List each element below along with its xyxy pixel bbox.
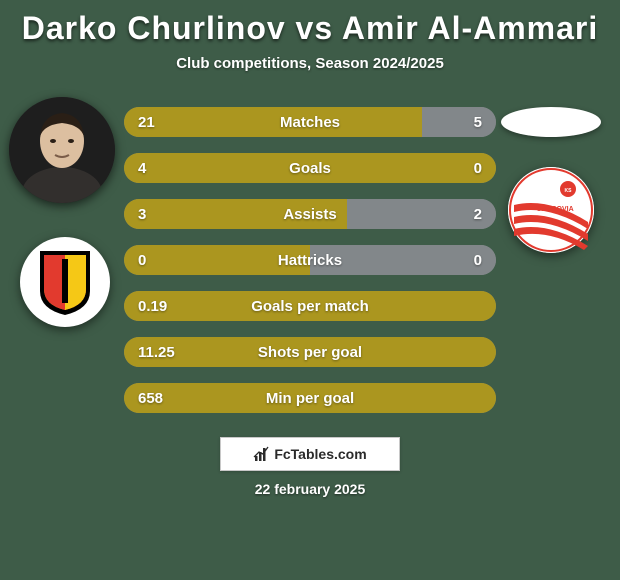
club-right-badge: KS CRACOVIA [508,167,594,253]
comparison-container: Darko Churlinov vs Amir Al-Ammari Club c… [0,0,620,580]
stat-label: Min per goal [124,390,496,407]
left-column [14,107,124,413]
player-left-avatar [9,97,115,203]
stat-row: 32Assists [124,199,496,229]
brand-box[interactable]: FcTables.com [220,437,400,471]
stat-row: 11.25Shots per goal [124,337,496,367]
club-left-badge [20,237,110,327]
stat-row: 00Hattricks [124,245,496,275]
stat-bars: 215Matches 40Goals 32Assists 00Hattricks 0.1… [124,107,496,413]
chart-icon [253,446,269,462]
stat-label: Hattricks [124,252,496,269]
stat-row: 0.19Goals per match [124,291,496,321]
stat-label: Goals [124,160,496,177]
stat-row: 215Matches [124,107,496,137]
stat-label: Shots per goal [124,344,496,361]
svg-text:KS: KS [565,188,573,194]
brand-text: FcTables.com [274,446,366,462]
right-column: KS CRACOVIA [496,107,606,413]
player-right-placeholder [501,107,601,137]
stat-label: Goals per match [124,298,496,315]
stat-row: 658Min per goal [124,383,496,413]
stat-row: 40Goals [124,153,496,183]
date-text: 22 february 2025 [8,481,612,497]
stats-area: 215Matches 40Goals 32Assists 00Hattricks 0.1… [8,107,612,413]
svg-text:CRACOVIA: CRACOVIA [536,206,573,213]
stat-label: Matches [124,114,496,131]
subtitle: Club competitions, Season 2024/2025 [8,55,612,72]
page-title: Darko Churlinov vs Amir Al-Ammari [8,10,612,47]
stat-label: Assists [124,206,496,223]
